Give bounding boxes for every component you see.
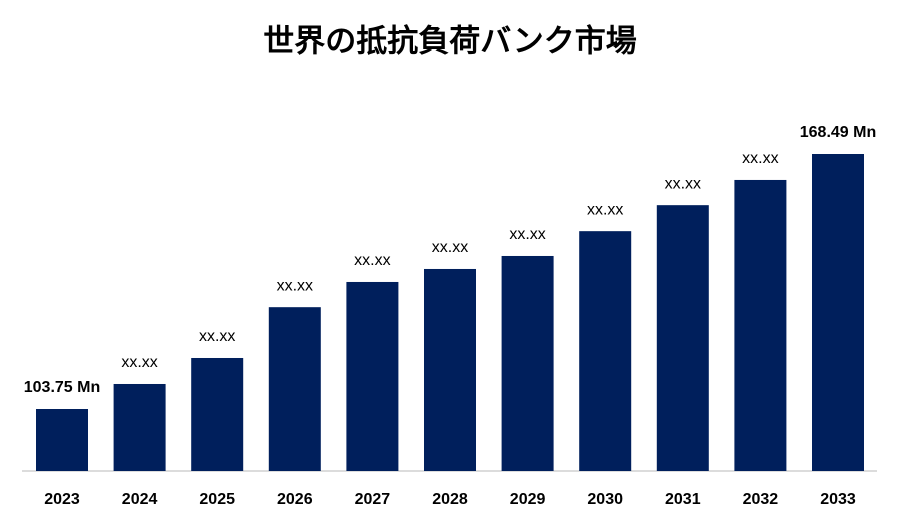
value-label: xx.xx xyxy=(277,277,313,294)
x-tick-label: 2032 xyxy=(743,491,779,508)
value-label: xx.xx xyxy=(121,354,157,371)
value-label: xx.xx xyxy=(665,175,701,192)
value-label: xx.xx xyxy=(587,201,623,218)
x-tick-label: 2027 xyxy=(355,491,391,508)
x-tick-label: 2029 xyxy=(510,491,546,508)
value-label: xx.xx xyxy=(354,252,390,269)
bar xyxy=(734,179,787,471)
x-tick-label: 2030 xyxy=(587,491,623,508)
value-label: xx.xx xyxy=(742,150,778,167)
x-tick-label: 2026 xyxy=(277,491,313,508)
bar xyxy=(656,205,709,471)
x-tick-label: 2025 xyxy=(199,491,235,508)
x-tick-label: 2023 xyxy=(44,491,80,508)
value-label: 168.49 Mn xyxy=(800,124,876,141)
x-tick-label: 2033 xyxy=(820,491,856,508)
bar xyxy=(812,154,864,471)
bar xyxy=(346,281,399,471)
value-label: xx.xx xyxy=(432,239,468,256)
bar xyxy=(191,357,244,471)
value-label: xx.xx xyxy=(199,328,235,345)
bar xyxy=(579,231,632,471)
bar xyxy=(424,268,476,471)
bar xyxy=(113,383,166,471)
value-label: 103.75 Mn xyxy=(24,379,100,396)
x-tick-label: 2024 xyxy=(122,491,158,508)
bar xyxy=(501,255,554,471)
value-label: xx.xx xyxy=(509,226,545,243)
bar xyxy=(268,307,321,471)
x-tick-label: 2031 xyxy=(665,491,701,508)
chart-title: 世界の抵抗負荷バンク市場 xyxy=(263,24,637,60)
x-tick-label: 2028 xyxy=(432,491,468,508)
bar xyxy=(36,409,88,471)
